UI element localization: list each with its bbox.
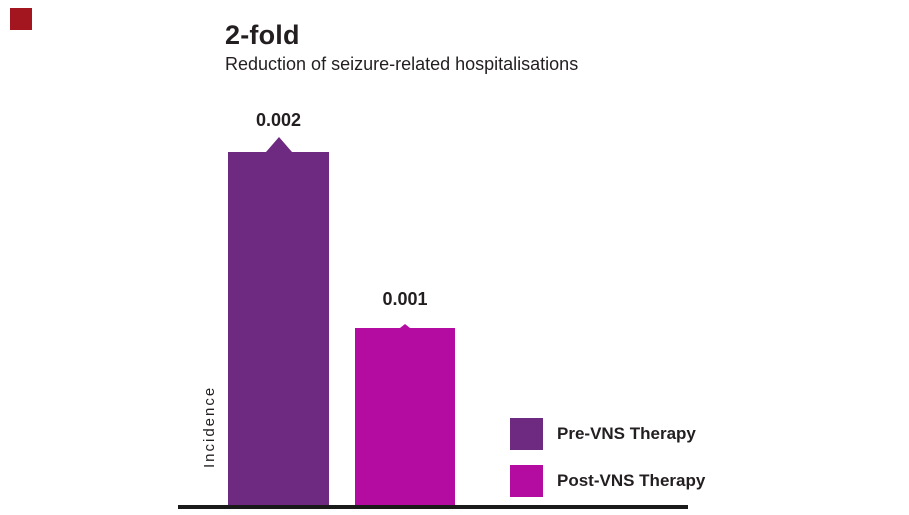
legend-label: Post-VNS Therapy bbox=[557, 471, 706, 490]
x-axis-line bbox=[178, 505, 688, 509]
chart-title: 2-fold bbox=[225, 20, 300, 50]
legend-item-pre-vns: Pre-VNS Therapy bbox=[510, 418, 705, 450]
legend-item-post-vns: Post-VNS Therapy bbox=[510, 465, 705, 497]
legend-label: Pre-VNS Therapy bbox=[557, 424, 696, 443]
bar-pre-vns bbox=[228, 152, 329, 505]
legend-swatch-pre-vns bbox=[510, 418, 543, 450]
brand-mark-square bbox=[10, 8, 32, 30]
chart-subtitle: Reduction of seizure-related hospitalisa… bbox=[225, 54, 579, 74]
bar-cap-triangle-icon bbox=[400, 324, 410, 328]
bar-group-post-vns: 0.001 bbox=[355, 289, 455, 505]
y-axis-label: Incidence bbox=[201, 385, 218, 468]
bar-value-label: 0.002 bbox=[255, 110, 302, 130]
bar-post-vns bbox=[355, 328, 455, 505]
bar-value-label: 0.001 bbox=[382, 289, 428, 309]
legend-swatch-post-vns bbox=[510, 465, 543, 497]
bar-cap-triangle-icon bbox=[265, 137, 292, 152]
legend: Pre-VNS Therapy Post-VNS Therapy bbox=[510, 418, 705, 512]
bar-group-pre-vns: 0.002 bbox=[228, 110, 329, 505]
